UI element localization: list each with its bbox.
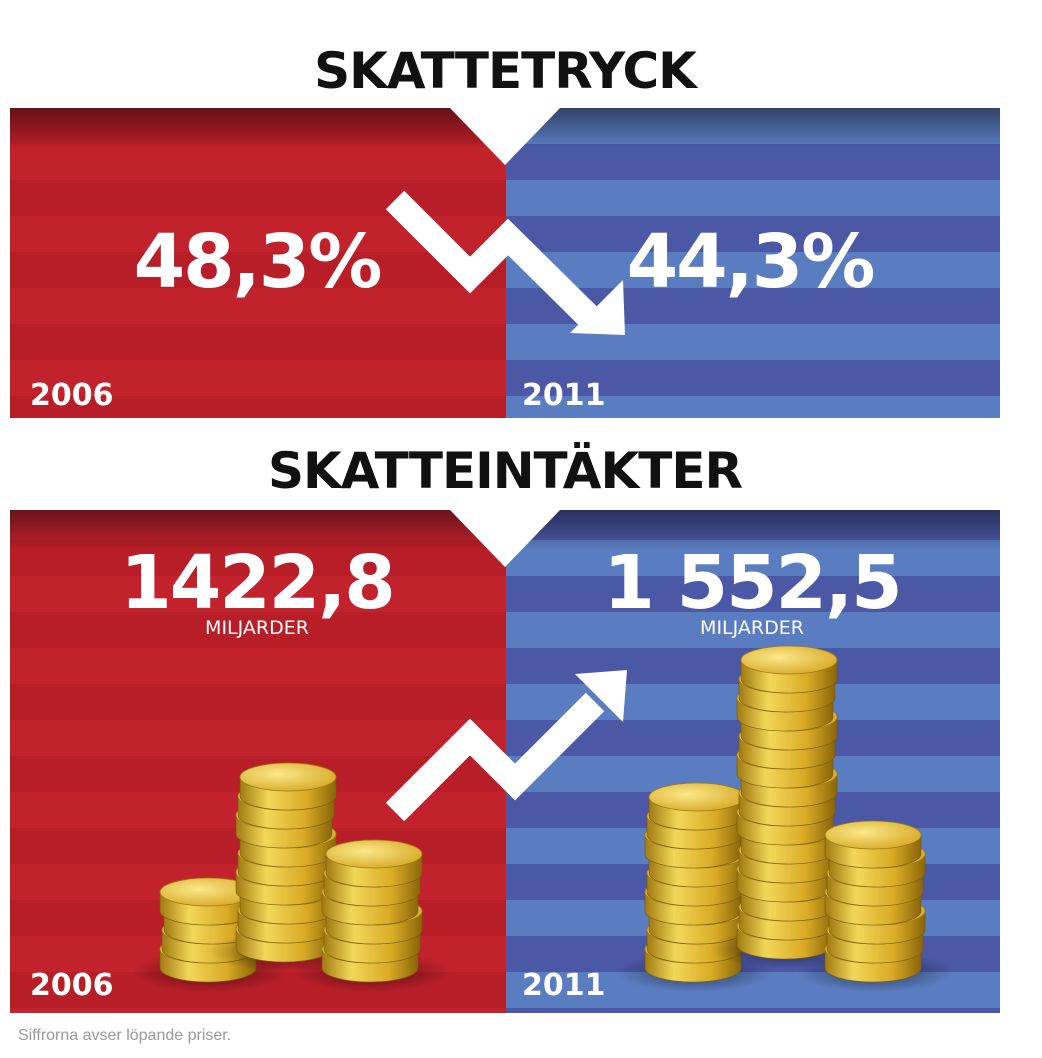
year: 2006 [30, 378, 114, 413]
section-title: SKATTEINTÄKTER [268, 442, 742, 500]
year: 2011 [522, 378, 606, 413]
year: 2011 [522, 968, 606, 1003]
coin-part [325, 839, 423, 869]
coins [132, 645, 953, 992]
coin-part [648, 782, 746, 812]
coin-part [239, 762, 337, 792]
section-title: SKATTETRYCK [314, 42, 699, 100]
panel [10, 108, 1000, 418]
value: 48,3% [134, 219, 381, 305]
unit: MILJARDER [700, 617, 804, 639]
coin-part [824, 820, 922, 850]
year: 2006 [30, 968, 114, 1003]
unit: MILJARDER [205, 617, 309, 639]
coin-part [740, 645, 838, 675]
value: 1 552,5 [603, 540, 900, 626]
value: 1422,8 [120, 540, 394, 626]
value: 44,3% [627, 219, 874, 305]
footnote: Siffrorna avser löpande priser. [18, 1027, 231, 1044]
